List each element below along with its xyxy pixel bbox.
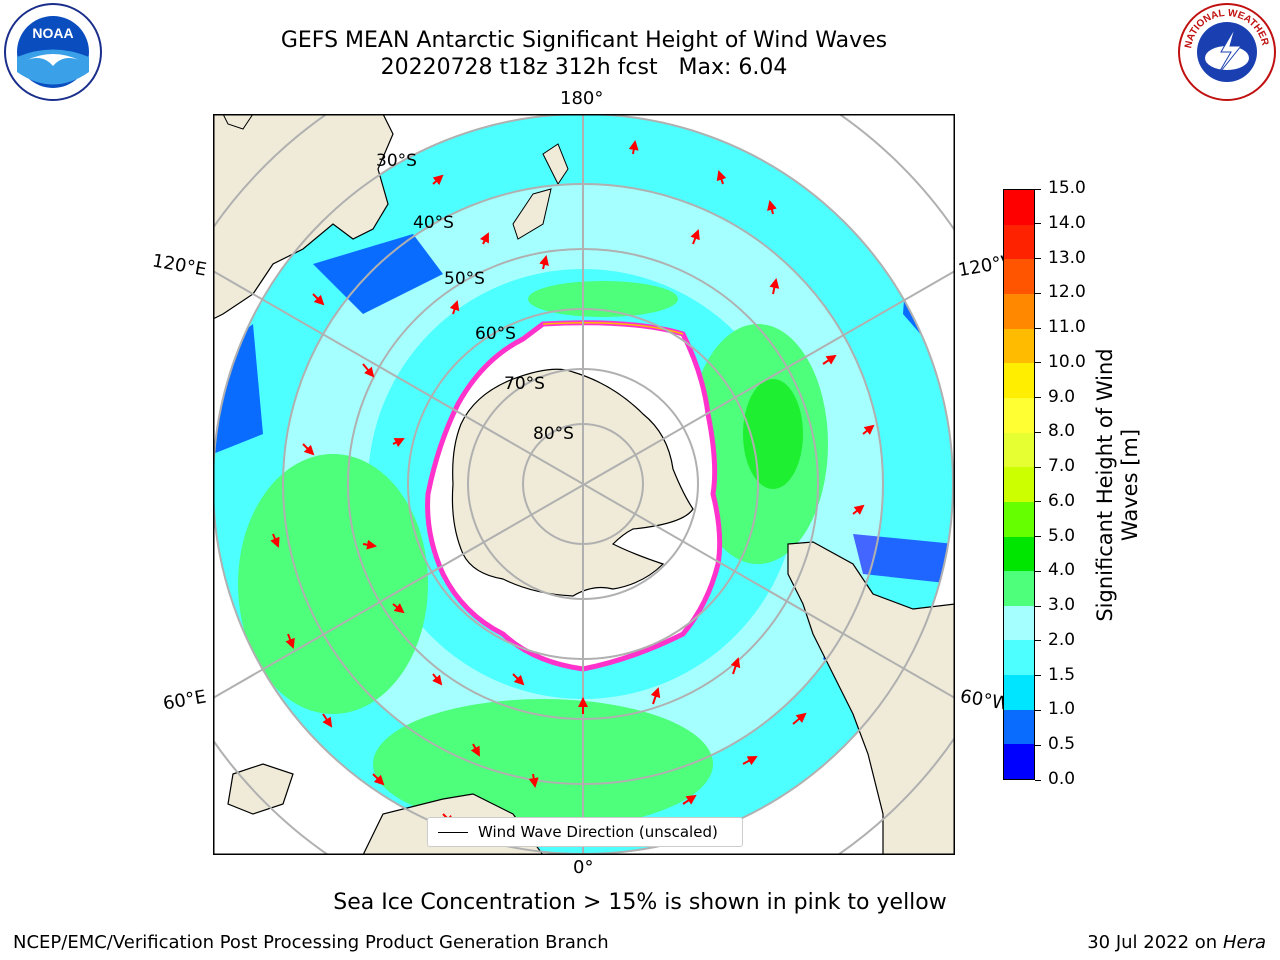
colorbar-ticks: 0.0 0.5 1.0 1.5 2.0 3.0 4.0 5.0 6.0 7.0 8.0 9.0 10.0… — [1035, 178, 1096, 789]
colorbar-tick-label: 14.0 — [1048, 212, 1086, 233]
colorbar-tick-label: 0.0 — [1048, 769, 1076, 789]
map-svg — [213, 114, 955, 855]
map-frame — [213, 114, 955, 855]
colorbar-tick-mark — [1035, 570, 1041, 572]
lat-label-70s: 70°S — [504, 374, 545, 394]
colorbar-tick-label: 1.5 — [1048, 664, 1076, 685]
colorbar-tick-label: 4.0 — [1048, 560, 1076, 581]
colorbar-tick-mark — [1035, 223, 1041, 225]
colorbar-tick-label: 2.0 — [1048, 629, 1076, 650]
new-zealand-south — [512, 188, 552, 240]
australia — [213, 114, 394, 320]
map-legend: Wind Wave Direction (unscaled) — [427, 817, 743, 847]
colorbar-tick-mark — [1035, 744, 1041, 746]
colorbar-tick-label: 9.0 — [1048, 386, 1076, 407]
madagascar — [227, 763, 294, 815]
colorbar-tick-label: 12.0 — [1048, 282, 1086, 303]
colorbar-bin — [1004, 224, 1034, 260]
lon-label-bottom: 0° — [573, 857, 594, 878]
south-america — [787, 541, 955, 855]
lon-label-left-upper: 120°E — [150, 250, 209, 281]
antarctica — [451, 368, 694, 597]
lat-label-30s: 30°S — [376, 151, 417, 171]
colorbar-tick-mark — [1035, 188, 1041, 190]
colorbar-tick-label: 5.0 — [1048, 525, 1076, 546]
lat-label-60s: 60°S — [475, 324, 516, 344]
noaa-logo: NOAA — [3, 2, 103, 102]
colorbar-bin — [1004, 467, 1034, 502]
colorbar-tick-mark — [1035, 466, 1041, 468]
colorbar-bin — [1004, 432, 1034, 468]
colorbar-bin — [1004, 744, 1034, 779]
colorbar-tick-mark — [1035, 779, 1041, 781]
colorbar-tick-mark — [1035, 675, 1041, 677]
colorbar-tick-mark — [1035, 362, 1041, 364]
lon-label-left-lower: 60°E — [161, 686, 208, 715]
lon-label-top: 180° — [560, 88, 604, 109]
lat-label-50s: 50°S — [444, 269, 485, 289]
colorbar-tick-mark — [1035, 431, 1041, 433]
colorbar-bin — [1004, 571, 1034, 606]
nws-logo: NATIONAL WEATHER SERVICE — [1173, 0, 1277, 102]
colorbar-bin — [1004, 328, 1034, 364]
colorbar-tick-label: 8.0 — [1048, 421, 1076, 442]
legend-line — [438, 831, 468, 833]
caption: Sea Ice Concentration > 15% is shown in … — [333, 890, 947, 915]
colorbar-tick-mark — [1035, 258, 1041, 260]
colorbar-bin — [1004, 605, 1034, 641]
colorbar-tick-mark — [1035, 327, 1041, 329]
footer-right: 30 Jul 2022 on Hera — [1087, 932, 1266, 953]
colorbar-tick-label: 0.5 — [1048, 734, 1076, 755]
colorbar-tick-mark — [1035, 397, 1041, 399]
colorbar-tick-mark — [1035, 640, 1041, 642]
colorbar-tick-mark — [1035, 605, 1041, 607]
map-panel — [213, 114, 955, 855]
colorbar-bin — [1004, 640, 1034, 676]
colorbar-bin — [1004, 294, 1034, 329]
colorbar-tick-label: 1.0 — [1048, 699, 1076, 720]
colorbar-tick-mark — [1035, 709, 1041, 711]
colorbar-tick-label: 6.0 — [1048, 490, 1076, 511]
colorbar-tick-mark — [1035, 536, 1041, 538]
colorbar-bin — [1004, 675, 1034, 710]
footer-machine: Hera — [1222, 932, 1266, 953]
colorbar-tick-label: 7.0 — [1048, 456, 1076, 477]
colorbar-bin — [1004, 363, 1034, 398]
footer-date: 30 Jul 2022 on — [1087, 932, 1223, 953]
colorbar-bin — [1004, 709, 1034, 745]
colorbar-bin — [1004, 190, 1034, 225]
wave-direction-arrows — [270, 140, 875, 837]
colorbar-tick-label: 15.0 — [1048, 178, 1086, 198]
colorbar-tick-label: 13.0 — [1048, 247, 1086, 268]
new-zealand-north — [542, 143, 569, 185]
svg-text:NOAA: NOAA — [32, 25, 73, 41]
lat-label-40s: 40°S — [413, 213, 454, 233]
colorbar-bin — [1004, 536, 1034, 572]
colorbar-tick-label: 10.0 — [1048, 351, 1086, 372]
colorbar — [1003, 189, 1035, 780]
colorbar-tick-mark — [1035, 501, 1041, 503]
footer-left: NCEP/EMC/Verification Post Processing Pr… — [13, 932, 609, 953]
title-line2: 20220728 t18z 312h fcst Max: 6.04 — [380, 55, 788, 80]
lat-label-80s: 80°S — [533, 424, 574, 444]
colorbar-label: Significant Height of Wind Waves [m] — [1093, 348, 1142, 622]
colorbar-tick-label: 3.0 — [1048, 595, 1076, 616]
colorbar-tick-label: 11.0 — [1048, 317, 1086, 338]
colorbar-bin — [1004, 259, 1034, 295]
colorbar-tick-mark — [1035, 292, 1041, 294]
legend-label: Wind Wave Direction (unscaled) — [478, 823, 718, 841]
colorbar-bin — [1004, 397, 1034, 433]
title-line1: GEFS MEAN Antarctic Significant Height o… — [280, 28, 888, 53]
colorbar-bin — [1004, 501, 1034, 537]
